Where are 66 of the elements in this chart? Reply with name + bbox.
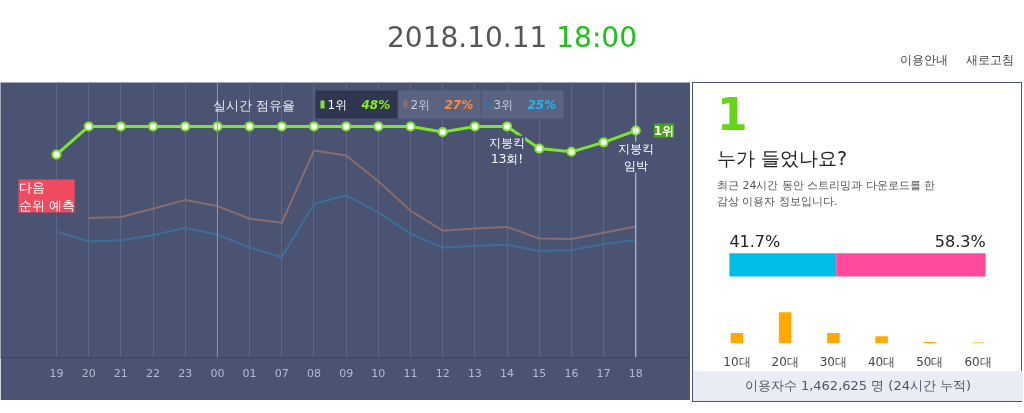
annotation: 1위 (653, 123, 675, 138)
x-tick-label: 40대 (867, 354, 896, 369)
point (534, 143, 545, 154)
point (115, 121, 126, 132)
text: 48% (360, 97, 391, 112)
x-tick-label: 20 (81, 366, 96, 380)
annotation: 지붕킥 임박 (617, 141, 654, 173)
legend-label: 2위 (410, 97, 431, 112)
point (502, 121, 513, 132)
point (469, 121, 480, 132)
text: 25% (527, 97, 557, 112)
x-tick-label: 30대 (819, 354, 848, 369)
x-tick-label: 07 (274, 366, 289, 380)
point (148, 121, 159, 132)
point (373, 121, 384, 132)
x-tick-label: 14 (500, 366, 515, 380)
bar (875, 336, 888, 344)
x-tick-label: 21 (113, 366, 128, 380)
text: 1 (717, 89, 749, 140)
x-tick-label: 18 (628, 366, 643, 380)
annotation: 지붕킥 13회! (489, 135, 526, 167)
x-tick-label: 10대 (723, 354, 751, 369)
bar (778, 312, 792, 344)
point (51, 149, 62, 160)
x-tick-label: 09 (339, 366, 354, 380)
x-tick-label: 00 (210, 366, 225, 380)
x-tick-label: 17 (596, 366, 611, 380)
x-tick-label: 23 (178, 366, 193, 380)
legend-label: 1위 (327, 97, 348, 112)
legend-title: 실시간 점유율 (212, 97, 295, 113)
x-tick-label: 15 (532, 366, 547, 380)
x-tick-label: 20대 (771, 354, 799, 369)
x-tick-label: 22 (146, 366, 161, 380)
chart-title: 누가 들었나요? (717, 146, 849, 171)
x-tick-label: 16 (564, 366, 579, 380)
legend-label: 3위 (493, 97, 514, 112)
point (341, 121, 352, 132)
x-tick-label: 13 (467, 366, 482, 380)
bar (730, 332, 744, 344)
x-tick-label: 12 (435, 366, 450, 380)
data-label: 58.3% (934, 231, 986, 251)
text: 이용자수 1,462,625 명 (24시간 누적) (693, 371, 1023, 401)
annotation: 다음 순위 예측 (18, 179, 75, 213)
x-tick-label: 50대 (916, 354, 944, 369)
point (437, 126, 448, 137)
point (83, 121, 94, 132)
x-tick-label: 08 (306, 366, 321, 380)
text: 이용안내 (900, 53, 949, 67)
point (276, 121, 287, 132)
x-tick-label: 19 (49, 366, 64, 380)
x-tick-label: 01 (242, 366, 257, 380)
x-tick-label: 11 (403, 366, 418, 380)
chart-title: 2018.10.11 18:00 (387, 21, 637, 54)
chart-subtitle: 최근 24시간 동안 스트리밍과 다운로드를 한 감상 이용자 정보입니다. (717, 178, 937, 211)
point (244, 121, 255, 132)
x-tick-label: 60대 (964, 354, 992, 369)
point (308, 121, 319, 132)
point (598, 137, 609, 148)
point (566, 146, 577, 157)
point (180, 121, 191, 132)
point (405, 121, 416, 132)
data-label: 41.7% (729, 231, 781, 251)
text: 새로고침 (966, 53, 1014, 67)
x-tick-label: 10 (371, 366, 386, 380)
bar (827, 332, 840, 344)
text: 27% (444, 97, 474, 112)
